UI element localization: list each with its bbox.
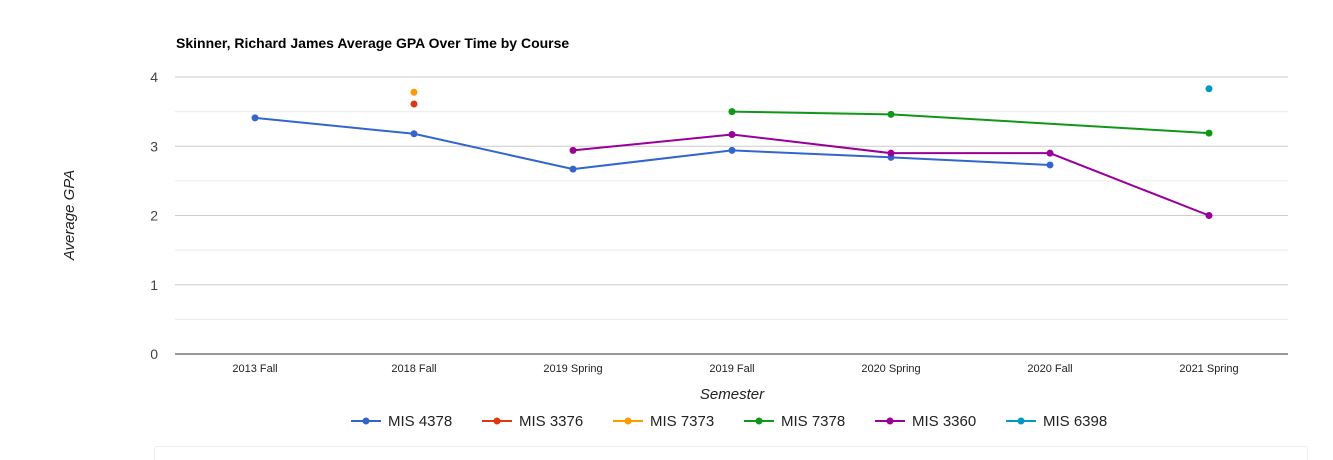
- x-tick-label: 2019 Fall: [709, 363, 754, 375]
- x-tick-label: 2018 Fall: [391, 363, 436, 375]
- y-tick-label: 3: [150, 138, 158, 154]
- y-tick-label: 1: [150, 277, 158, 293]
- x-tick-label: 2013 Fall: [232, 363, 277, 375]
- legend-item[interactable]: MIS 7373: [613, 413, 714, 430]
- y-axis-title: Average GPA: [61, 170, 78, 261]
- legend-swatch-dot: [362, 417, 370, 425]
- legend-item[interactable]: MIS 4378: [351, 413, 452, 430]
- x-tick-label: 2019 Spring: [543, 363, 602, 375]
- data-point[interactable]: [887, 110, 895, 118]
- y-tick-label: 4: [150, 69, 158, 85]
- legend-swatch-dot: [886, 417, 894, 425]
- series-lines: [254, 110, 1210, 217]
- legend-label: MIS 3360: [912, 413, 976, 430]
- legend-label: MIS 6398: [1043, 413, 1107, 430]
- chart-title: Skinner, Richard James Average GPA Over …: [176, 35, 569, 51]
- series-line-3: [731, 110, 1210, 135]
- legend-label: MIS 7378: [781, 413, 845, 430]
- legend-item[interactable]: MIS 3376: [482, 413, 583, 430]
- data-point[interactable]: [569, 165, 577, 173]
- data-point[interactable]: [410, 130, 418, 138]
- x-tick-label: 2020 Spring: [861, 363, 920, 375]
- data-point[interactable]: [887, 149, 895, 157]
- x-axis-ticks: 2013 Fall 2018 Fall 2019 Spring 2019 Fall 20…: [232, 363, 1238, 375]
- y-tick-label: 2: [150, 208, 158, 224]
- data-point[interactable]: [728, 108, 736, 116]
- series-line-0: [254, 116, 1051, 171]
- data-point[interactable]: [728, 130, 736, 138]
- legend-swatch-dot: [624, 417, 632, 425]
- y-tick-label: 0: [150, 346, 158, 362]
- x-tick-label: 2021 Spring: [1179, 363, 1238, 375]
- legend-label: MIS 7373: [650, 413, 714, 430]
- legend-label: MIS 3376: [519, 413, 583, 430]
- y-axis-ticks: 0 1 2 3 4: [150, 69, 158, 362]
- x-tick-label: 2020 Fall: [1027, 363, 1072, 375]
- data-point[interactable]: [410, 100, 418, 108]
- data-point[interactable]: [1046, 149, 1054, 157]
- legend-item[interactable]: MIS 6398: [1006, 413, 1107, 430]
- legend-item[interactable]: MIS 3360: [875, 413, 976, 430]
- data-point[interactable]: [1205, 85, 1213, 93]
- series-points: [251, 85, 1213, 219]
- legend-swatch-dot: [1017, 417, 1025, 425]
- lower-panel-edge: [154, 446, 1308, 460]
- data-point[interactable]: [1205, 129, 1213, 137]
- legend-label: MIS 4378: [388, 413, 452, 430]
- legend-swatch-dot: [755, 417, 763, 425]
- gridlines: [175, 76, 1288, 320]
- legend: MIS 4378 MIS 3376 MIS 7373 MIS 7378 MIS 3360…: [351, 413, 1107, 430]
- data-point[interactable]: [569, 146, 577, 154]
- legend-swatch-dot: [493, 417, 501, 425]
- data-point[interactable]: [1205, 212, 1213, 219]
- data-point[interactable]: [728, 146, 736, 154]
- data-point[interactable]: [1046, 161, 1054, 169]
- legend-item[interactable]: MIS 7378: [744, 413, 845, 430]
- data-point[interactable]: [251, 114, 259, 122]
- data-point[interactable]: [410, 88, 418, 96]
- x-axis-title: Semester: [700, 386, 765, 403]
